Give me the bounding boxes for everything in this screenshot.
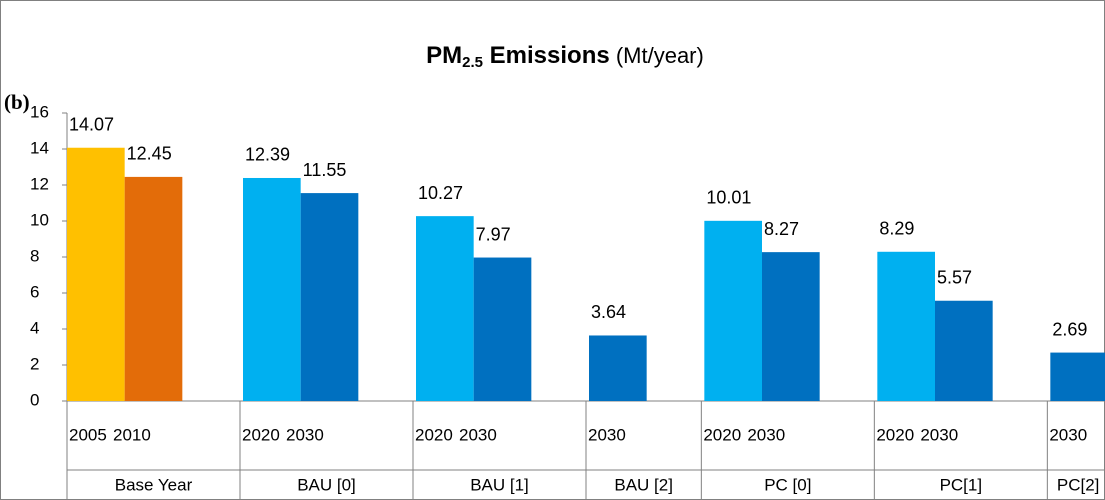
value-label: 14.07: [69, 114, 114, 134]
group-label: BAU [2]: [614, 475, 673, 494]
x-tick-label: 2030: [1049, 425, 1087, 444]
value-label: 12.45: [127, 144, 172, 164]
panel-label: (b): [4, 90, 30, 114]
y-tick-label: 12: [30, 174, 49, 193]
bar: [589, 335, 647, 401]
bar: [473, 257, 532, 401]
value-label: 3.64: [591, 302, 626, 322]
group-label: Base Year: [115, 475, 193, 494]
x-tick-label: 2030: [588, 425, 626, 444]
x-tick-label: 2020: [242, 425, 280, 444]
group-label: BAU [0]: [297, 475, 356, 494]
title-subscript: 2.5: [462, 54, 483, 71]
bar: [416, 216, 474, 401]
y-tick-label: 2: [30, 354, 39, 373]
y-tick-label: 6: [30, 282, 39, 301]
group-label: BAU [1]: [470, 475, 529, 494]
value-label: 12.39: [245, 145, 290, 165]
group-label: PC [0]: [764, 475, 811, 494]
value-label: 8.27: [764, 219, 799, 239]
value-label: 7.97: [476, 224, 511, 244]
y-tick-label: 4: [30, 318, 39, 337]
chart-title: PM2.5 Emissions (Mt/year): [426, 42, 704, 71]
value-label: 10.27: [418, 183, 463, 203]
x-tick-label: 2030: [920, 425, 958, 444]
bar: [1050, 352, 1105, 401]
x-tick-label: 2020: [876, 425, 914, 444]
bar: [124, 176, 183, 401]
y-tick-label: 10: [30, 210, 49, 229]
bar: [243, 177, 301, 401]
value-label: 5.57: [937, 267, 972, 287]
bar: [762, 252, 820, 401]
bar: [877, 251, 935, 401]
x-tick-label: 2030: [747, 425, 785, 444]
x-tick-label: 2020: [703, 425, 741, 444]
title-bold: Emissions: [483, 42, 610, 69]
value-label: 11.55: [303, 160, 347, 180]
title-unit: (Mt/year): [610, 43, 704, 68]
value-label: 10.01: [706, 188, 751, 208]
x-tick-label: 2020: [415, 425, 453, 444]
x-tick-label: 2010: [113, 425, 151, 444]
group-label: PC[2]: [1057, 475, 1100, 494]
group-label: PC[1]: [940, 475, 983, 494]
bar: [67, 147, 125, 401]
y-tick-label: 16: [30, 102, 49, 121]
y-tick-label: 8: [30, 246, 39, 265]
x-tick-label: 2005: [69, 425, 107, 444]
y-tick-label: 14: [30, 138, 49, 157]
title-main: PM: [426, 42, 462, 69]
bar: [704, 220, 762, 401]
value-label: 2.69: [1052, 319, 1087, 339]
x-tick-label: 2030: [286, 425, 324, 444]
y-tick-label: 0: [30, 390, 39, 409]
x-tick-label: 2030: [459, 425, 497, 444]
bar: [935, 300, 993, 401]
value-label: 8.29: [879, 219, 914, 239]
bar: [300, 193, 359, 401]
